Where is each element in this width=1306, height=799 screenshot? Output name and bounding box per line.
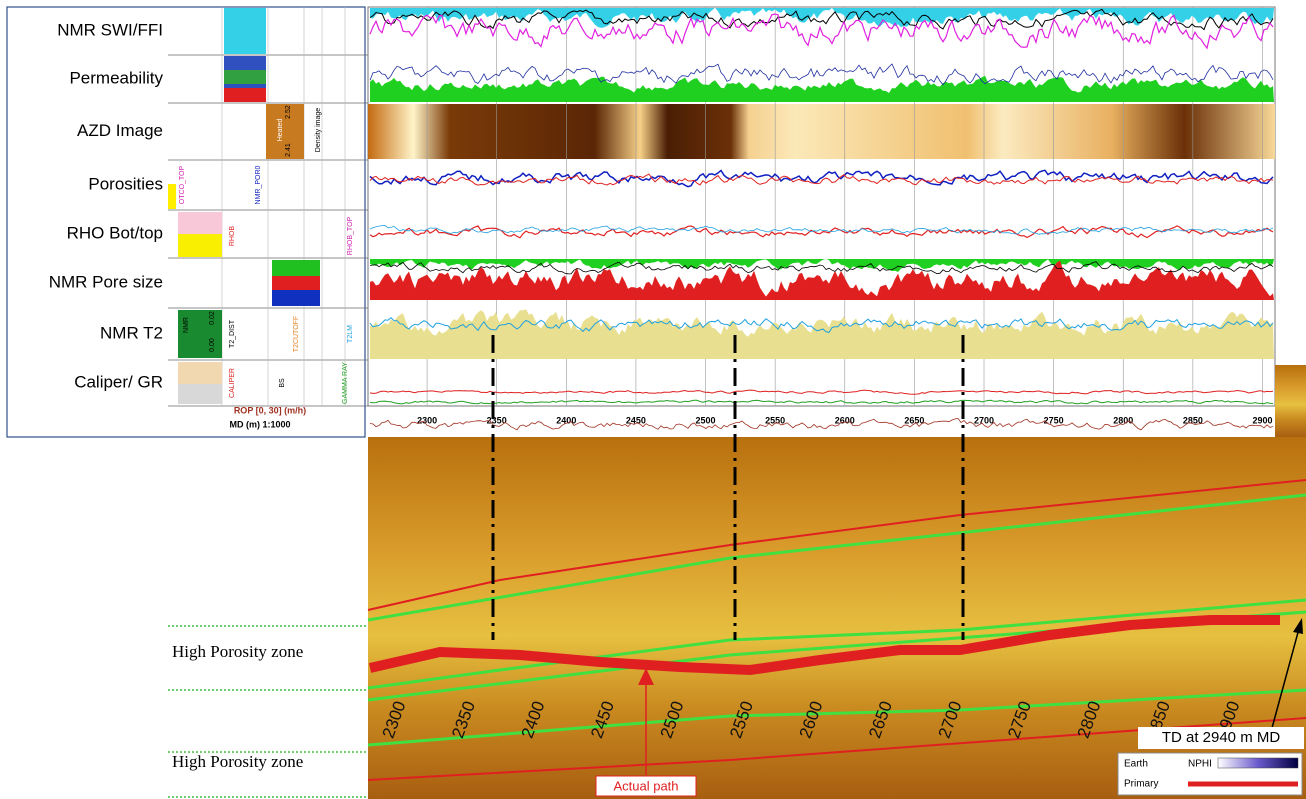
header-text: NMR bbox=[183, 317, 190, 333]
log-curve bbox=[369, 173, 1274, 186]
log-curve bbox=[369, 389, 1274, 395]
track-label: Permeability bbox=[69, 68, 163, 87]
legend-label: Earth bbox=[1124, 759, 1148, 770]
header-text: 2.52 bbox=[285, 105, 292, 119]
depth-tick-label: 2450 bbox=[626, 415, 646, 425]
depth-tick-label: 2800 bbox=[1113, 415, 1133, 425]
log-fill bbox=[370, 75, 1274, 102]
horizon bbox=[367, 717, 1306, 781]
td-label: TD at 2940 m MD bbox=[1162, 729, 1281, 746]
actual-path-callout: Actual path bbox=[595, 668, 697, 797]
log-curve bbox=[369, 225, 1274, 239]
header-text: Density image bbox=[315, 108, 322, 152]
log-fill bbox=[370, 309, 1274, 359]
depth-tick-label: 2500 bbox=[696, 415, 716, 425]
header-text: CALIPER bbox=[229, 368, 236, 398]
depth-tick-label: 2700 bbox=[974, 415, 994, 425]
header-text: RHOB_TOP bbox=[347, 216, 354, 255]
log-curve bbox=[369, 261, 1274, 275]
log-curve bbox=[369, 63, 1274, 86]
md-label: MD (m) 1:1000 bbox=[229, 419, 290, 429]
header-text: 2.41 bbox=[285, 143, 292, 157]
azd-image bbox=[368, 104, 1275, 159]
depth-tick-label: 2400 bbox=[556, 415, 576, 425]
track-label: NMR SWI/FFI bbox=[57, 20, 163, 39]
legend: Earth NPHI Primary bbox=[1117, 752, 1303, 796]
horizon bbox=[367, 493, 1306, 622]
depth-tick-label: 2750 bbox=[1044, 415, 1064, 425]
log-curve bbox=[369, 8, 1274, 31]
horizon bbox=[367, 479, 1306, 611]
cross-section bbox=[1275, 365, 1306, 437]
depth-tick-label: 2300 bbox=[417, 415, 437, 425]
depth-tick-label: 2600 bbox=[835, 415, 855, 425]
header-text: GAMMA RAY bbox=[342, 362, 349, 404]
track-label: Caliper/ GR bbox=[74, 372, 163, 391]
horizon bbox=[367, 688, 1306, 747]
horizon bbox=[367, 598, 1306, 690]
td-callout: TD at 2940 m MD bbox=[1138, 618, 1304, 749]
header-text: T2LM bbox=[347, 325, 354, 343]
header-text: RHOB bbox=[229, 226, 236, 247]
header-text: 0.00 bbox=[209, 338, 216, 352]
depth-tick-label: 2350 bbox=[487, 415, 507, 425]
header-text: NMR_POR0 bbox=[255, 165, 262, 204]
log-curve bbox=[369, 399, 1274, 405]
log-fill bbox=[370, 258, 1274, 272]
zone-label: High Porosity zone bbox=[172, 752, 303, 771]
log-curve bbox=[369, 169, 1274, 188]
header-text: T2CUTOFF bbox=[293, 316, 300, 352]
header-text: Heated bbox=[277, 119, 284, 142]
depth-tick-label: 2650 bbox=[904, 415, 924, 425]
log-fill bbox=[370, 7, 1274, 28]
track-label: AZD Image bbox=[77, 121, 163, 140]
depth-tick-label: 2900 bbox=[1252, 415, 1272, 425]
horizon bbox=[368, 615, 1280, 676]
header-text: T2_DIST bbox=[229, 319, 236, 348]
actual-path-label: Actual path bbox=[613, 778, 678, 793]
legend-label: Primary bbox=[1124, 779, 1158, 790]
track-label: NMR T2 bbox=[100, 323, 163, 342]
log-curve bbox=[369, 317, 1274, 333]
depth-tick-label: 2850 bbox=[1183, 415, 1203, 425]
header-text: OTCO_TOP bbox=[179, 165, 186, 204]
header-text: BS bbox=[279, 378, 286, 388]
log-fill bbox=[370, 260, 1274, 300]
header-text: 0.02 bbox=[209, 311, 216, 325]
legend-label: NPHI bbox=[1188, 759, 1212, 770]
track-label: Porosities bbox=[88, 174, 163, 193]
track-label: NMR Pore size bbox=[49, 272, 163, 291]
label-panel bbox=[6, 6, 366, 438]
header bbox=[168, 8, 320, 404]
zone-label: High Porosity zone bbox=[172, 642, 303, 661]
log-curve bbox=[369, 417, 1274, 431]
rop-label: ROP [0, 30] (m/h) bbox=[234, 405, 306, 415]
track-label: RHO Bot/top bbox=[67, 223, 163, 242]
log-curve bbox=[369, 224, 1274, 235]
depth-tick-label: 2550 bbox=[765, 415, 785, 425]
log-curve bbox=[369, 13, 1274, 50]
